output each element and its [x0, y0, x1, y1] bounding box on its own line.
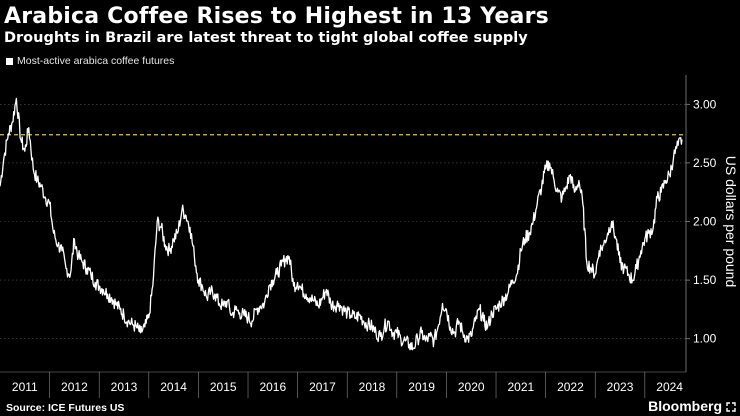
- y-axis-label: US dollars per pound: [723, 156, 739, 288]
- x-tick-label: 2017: [309, 380, 336, 394]
- x-tick-label: 2013: [111, 380, 138, 394]
- x-tick-label: 2016: [259, 380, 286, 394]
- y-tick-label: 2.50: [693, 156, 717, 170]
- y-tick-label: 1.00: [693, 332, 717, 346]
- expand-icon[interactable]: [726, 402, 736, 412]
- bloomberg-logo: Bloomberg: [648, 398, 722, 414]
- x-tick-label: 2020: [458, 380, 485, 394]
- x-tick-label: 2014: [160, 380, 187, 394]
- x-tick-label: 2019: [408, 380, 435, 394]
- series-line-arabica: [0, 97, 683, 351]
- y-tick-label: 1.50: [693, 273, 717, 287]
- legend-label: Most-active arabica coffee futures: [17, 55, 175, 67]
- x-tick-label: 2015: [210, 380, 237, 394]
- x-tick-label: 2024: [656, 380, 683, 394]
- x-tick-label: 2018: [359, 380, 386, 394]
- source-note: Source: ICE Futures US: [6, 402, 125, 414]
- legend-swatch: [6, 57, 13, 65]
- x-tick-label: 2011: [12, 380, 38, 394]
- y-tick-label: 3.00: [693, 97, 717, 111]
- x-tick-label: 2023: [607, 380, 634, 394]
- chart-subtitle: Droughts in Brazil are latest threat to …: [4, 30, 528, 46]
- legend: Most-active arabica coffee futures: [6, 55, 174, 67]
- x-tick-label: 2021: [507, 380, 534, 394]
- x-tick-label: 2012: [61, 380, 88, 394]
- chart-title: Arabica Coffee Rises to Highest in 13 Ye…: [4, 4, 549, 29]
- y-tick-label: 2.00: [693, 215, 717, 229]
- x-tick-label: 2022: [557, 380, 584, 394]
